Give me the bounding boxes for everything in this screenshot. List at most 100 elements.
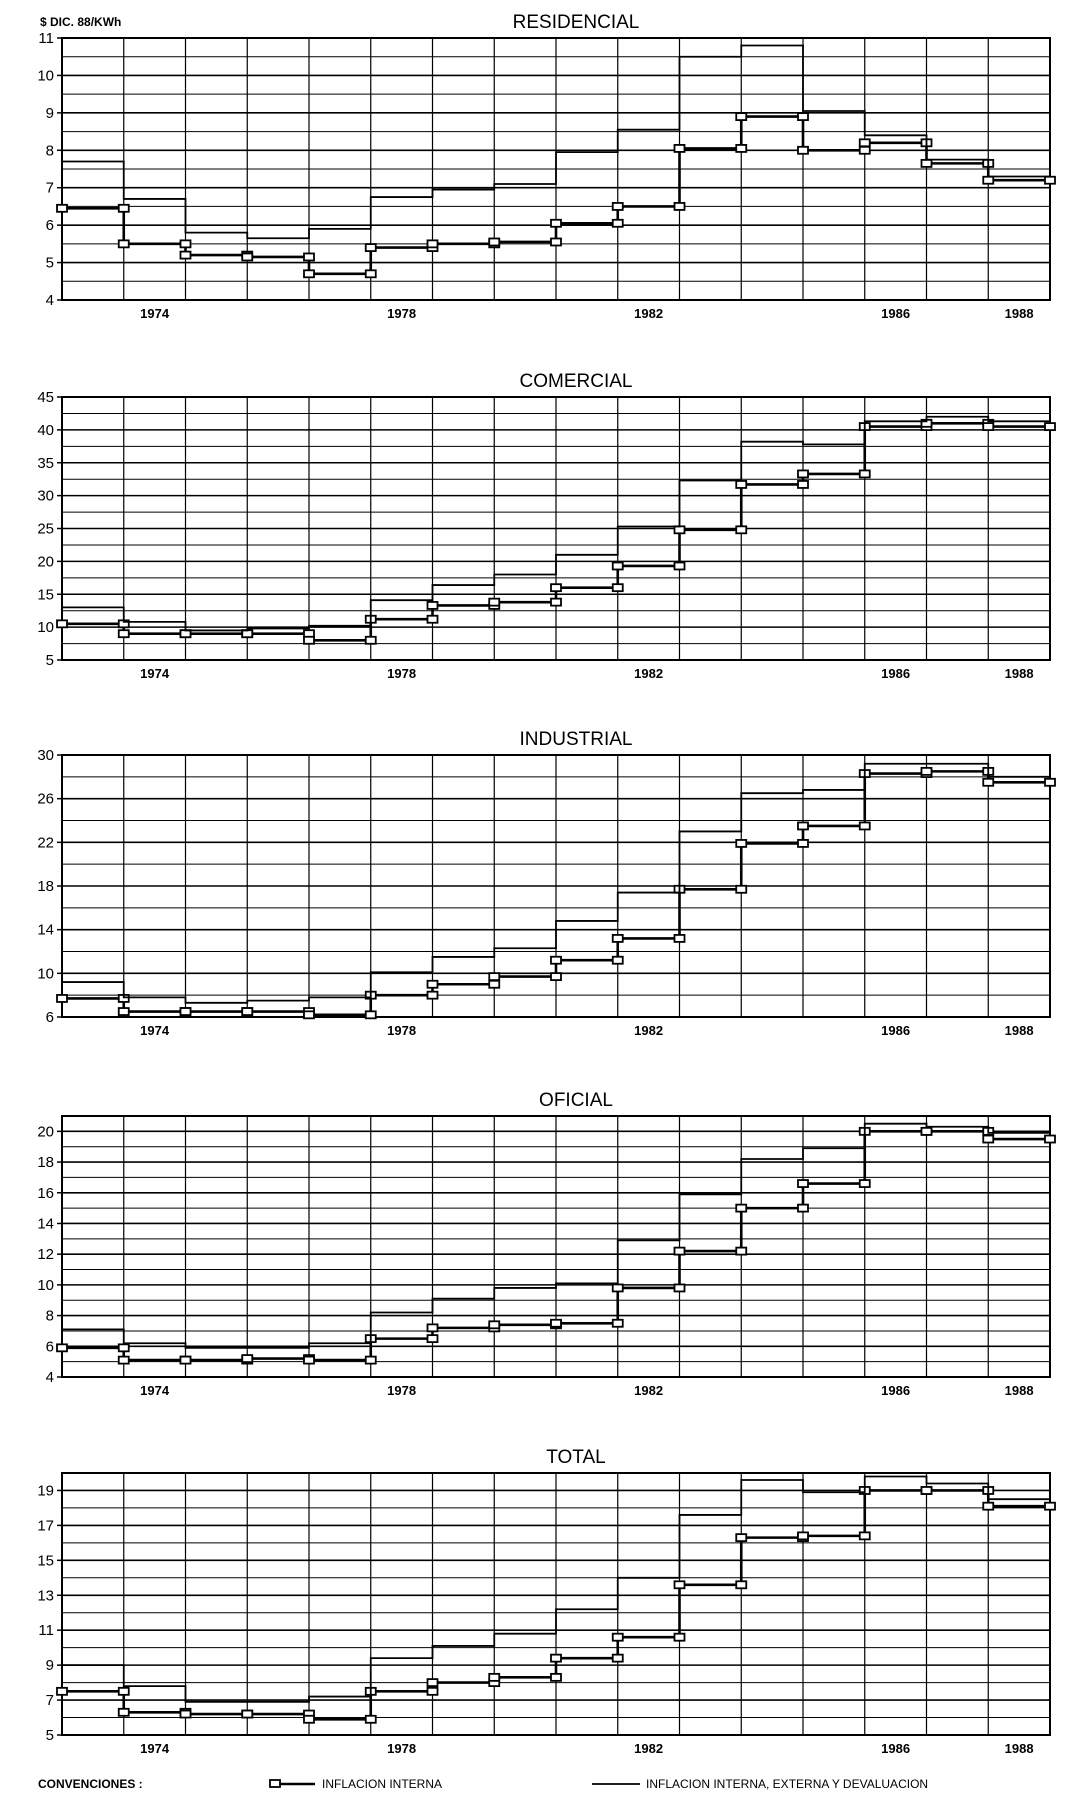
data-point-marker xyxy=(611,1318,624,1328)
data-point-marker xyxy=(364,269,377,279)
data-point-marker xyxy=(797,1179,809,1188)
data-point-marker xyxy=(735,480,748,489)
data-point-marker xyxy=(920,766,933,776)
x-tick-label: 1988 xyxy=(1005,1741,1034,1756)
data-point-marker xyxy=(550,1318,562,1328)
y-tick-label: 45 xyxy=(37,389,54,406)
x-tick-label: 1986 xyxy=(881,1023,910,1038)
x-tick-label: 1978 xyxy=(387,1741,416,1756)
y-tick-label: 14 xyxy=(37,922,54,939)
data-point-marker xyxy=(1044,422,1056,431)
x-tick-label: 1982 xyxy=(634,1383,663,1398)
y-tick-label: 22 xyxy=(37,834,54,851)
data-point-marker xyxy=(1044,1134,1056,1144)
data-point-marker xyxy=(611,1283,624,1293)
data-point-marker xyxy=(735,112,748,121)
data-point-marker xyxy=(117,1343,130,1353)
data-point-marker xyxy=(858,1531,871,1541)
x-tick-label: 1974 xyxy=(140,666,170,681)
data-point-marker xyxy=(982,1134,995,1144)
x-tick-label: 1974 xyxy=(140,306,170,321)
panel-title: TOTAL xyxy=(546,1447,605,1468)
data-point-marker xyxy=(673,1246,686,1256)
data-point-marker xyxy=(426,1323,439,1333)
data-point-marker xyxy=(797,1531,809,1541)
data-point-marker xyxy=(303,1355,315,1365)
y-tick-label: 6 xyxy=(46,1009,54,1026)
data-point-marker xyxy=(611,934,624,943)
data-point-marker xyxy=(241,252,254,262)
data-point-marker xyxy=(488,597,501,607)
series-interna-line xyxy=(62,422,1050,642)
data-point-marker xyxy=(364,1010,377,1020)
y-tick-label: 26 xyxy=(37,791,54,808)
data-point-marker xyxy=(550,583,562,593)
data-point-marker xyxy=(179,1007,192,1016)
data-point-marker xyxy=(858,138,871,148)
data-point-marker xyxy=(550,1653,562,1663)
series-total-line xyxy=(62,44,1050,240)
y-tick-label: 5 xyxy=(46,1727,54,1744)
data-point-marker xyxy=(797,821,809,831)
y-tick-label: 19 xyxy=(37,1482,54,1499)
series-total-line xyxy=(62,1122,1050,1349)
data-point-marker xyxy=(117,1355,130,1365)
data-point-marker xyxy=(426,979,439,989)
data-point-marker xyxy=(117,239,130,249)
data-point-marker xyxy=(117,1686,130,1696)
y-tick-label: 5 xyxy=(46,255,54,272)
y-tick-label: 4 xyxy=(46,292,54,309)
data-point-marker xyxy=(797,469,809,479)
legend: CONVENCIONES : INFLACION INTERNA INFLACION… xyxy=(38,1777,928,1791)
data-point-marker xyxy=(673,1580,686,1590)
data-point-marker xyxy=(364,243,377,253)
data-point-marker xyxy=(735,525,748,535)
y-tick-label: 15 xyxy=(37,586,54,603)
data-point-marker xyxy=(673,1632,686,1642)
data-point-marker xyxy=(735,839,748,848)
y-tick-label: 10 xyxy=(37,619,54,636)
data-point-marker xyxy=(920,158,933,168)
data-point-marker xyxy=(797,145,809,155)
x-tick-label: 1986 xyxy=(881,666,910,681)
data-point-marker xyxy=(426,601,439,610)
data-point-marker xyxy=(735,884,748,894)
y-tick-label: 20 xyxy=(37,553,54,570)
data-point-marker xyxy=(426,614,439,624)
data-point-marker xyxy=(611,218,624,228)
legend-label-total: INFLACION INTERNA, EXTERNA Y DEVALUACION xyxy=(646,1777,928,1791)
x-tick-label: 1974 xyxy=(140,1023,170,1038)
data-point-marker xyxy=(56,1686,68,1696)
y-tick-label: 30 xyxy=(37,488,54,505)
x-tick-label: 1982 xyxy=(634,1741,663,1756)
y-tick-label: 15 xyxy=(37,1552,54,1569)
y-tick-label: 25 xyxy=(37,521,54,538)
y-tick-label: 8 xyxy=(46,142,54,159)
data-point-marker xyxy=(117,203,130,213)
y-tick-label: 17 xyxy=(37,1517,54,1534)
y-tick-label: 13 xyxy=(37,1587,54,1604)
data-point-marker xyxy=(364,1714,377,1724)
data-point-marker xyxy=(303,635,315,645)
data-point-marker xyxy=(797,480,809,489)
data-point-marker xyxy=(735,1580,748,1590)
y-tick-label: 7 xyxy=(46,180,54,197)
data-point-marker xyxy=(117,1007,130,1016)
panel-residencial: RESIDENCIAL 4 5 6 7 8 9 10 11 1974 1978 1982 1986 198… xyxy=(37,12,1056,321)
data-point-marker xyxy=(488,979,501,989)
data-point-marker xyxy=(550,972,562,982)
y-tick-label: 10 xyxy=(37,67,54,84)
data-point-marker xyxy=(735,1246,748,1256)
data-point-marker xyxy=(611,561,624,571)
data-point-marker xyxy=(179,239,192,249)
data-point-marker xyxy=(611,1653,624,1663)
legend-label-interna: INFLACION INTERNA xyxy=(322,1777,442,1791)
plot-frame xyxy=(61,1472,1051,1736)
series-total-line xyxy=(62,415,1050,632)
x-tick-label: 1978 xyxy=(387,306,416,321)
y-tick-label: 12 xyxy=(37,1246,54,1263)
panel-title: RESIDENCIAL xyxy=(513,12,640,33)
data-point-marker xyxy=(611,583,624,593)
data-point-marker xyxy=(797,839,809,848)
y-tick-label: 18 xyxy=(37,1154,54,1171)
